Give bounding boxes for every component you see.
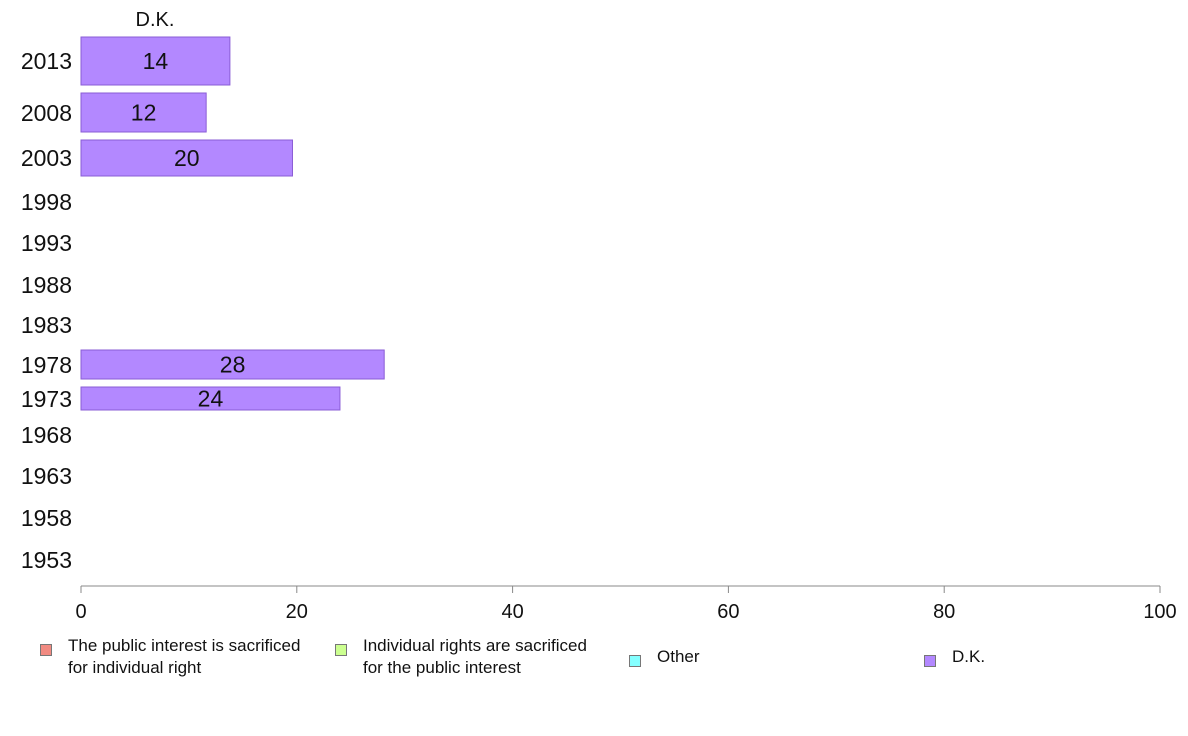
y-tick-label: 1953 xyxy=(21,547,72,573)
x-tick-label: 60 xyxy=(717,601,739,623)
y-tick-label: 1988 xyxy=(21,272,72,298)
x-tick-label: 100 xyxy=(1143,601,1176,623)
data-label: 20 xyxy=(174,145,200,171)
legend-item: Other xyxy=(629,635,700,668)
x-tick-label: 40 xyxy=(501,601,523,623)
x-tick-label: 0 xyxy=(75,601,86,623)
y-tick-label: 1993 xyxy=(21,230,72,256)
bar xyxy=(80,92,207,133)
y-tick-label: 2003 xyxy=(21,145,72,171)
y-tick-label: 2008 xyxy=(21,100,72,126)
y-tick-label: 1973 xyxy=(21,386,72,412)
data-label: 12 xyxy=(131,100,157,126)
y-tick-label: 2013 xyxy=(21,48,72,74)
y-tick-label: 1968 xyxy=(21,422,72,448)
y-axis-labels: 2013 2008 2003 1998 1993 1988 1983 1978 1973 1968… xyxy=(21,48,72,573)
bars: 14 12 20 28 24 xyxy=(80,36,385,412)
data-label: 24 xyxy=(198,386,224,412)
legend-label: Individual rights are sacrificed for the… xyxy=(363,636,587,677)
x-tick-label: 20 xyxy=(286,601,308,623)
data-label: 28 xyxy=(220,352,246,378)
legend-swatch xyxy=(40,644,52,656)
panel-title: D.K. xyxy=(136,9,175,31)
legend-swatch xyxy=(629,655,641,667)
legend-label: Other xyxy=(657,647,700,666)
bar xyxy=(80,386,341,411)
y-tick-label: 1983 xyxy=(21,312,72,338)
legend-item: Individual rights are sacrificed for the… xyxy=(335,635,587,679)
legend-label: D.K. xyxy=(952,647,986,666)
legend-swatch xyxy=(924,655,936,667)
legend-item: D.K. xyxy=(924,635,985,668)
y-tick-label: 1963 xyxy=(21,463,72,489)
bar xyxy=(80,36,231,86)
y-tick-label: 1978 xyxy=(21,352,72,378)
x-axis: 0 20 40 60 80 100 xyxy=(75,585,1177,623)
data-label: 14 xyxy=(143,48,169,74)
bar xyxy=(80,139,293,177)
legend-item: The public interest is sacrificed for in… xyxy=(40,635,300,679)
legend-label: The public interest is sacrificed for in… xyxy=(68,636,301,677)
y-tick-label: 1958 xyxy=(21,505,72,531)
x-tick-label: 80 xyxy=(933,601,955,623)
y-tick-label: 1998 xyxy=(21,189,72,215)
bar xyxy=(80,349,385,380)
legend-swatch xyxy=(335,644,347,656)
